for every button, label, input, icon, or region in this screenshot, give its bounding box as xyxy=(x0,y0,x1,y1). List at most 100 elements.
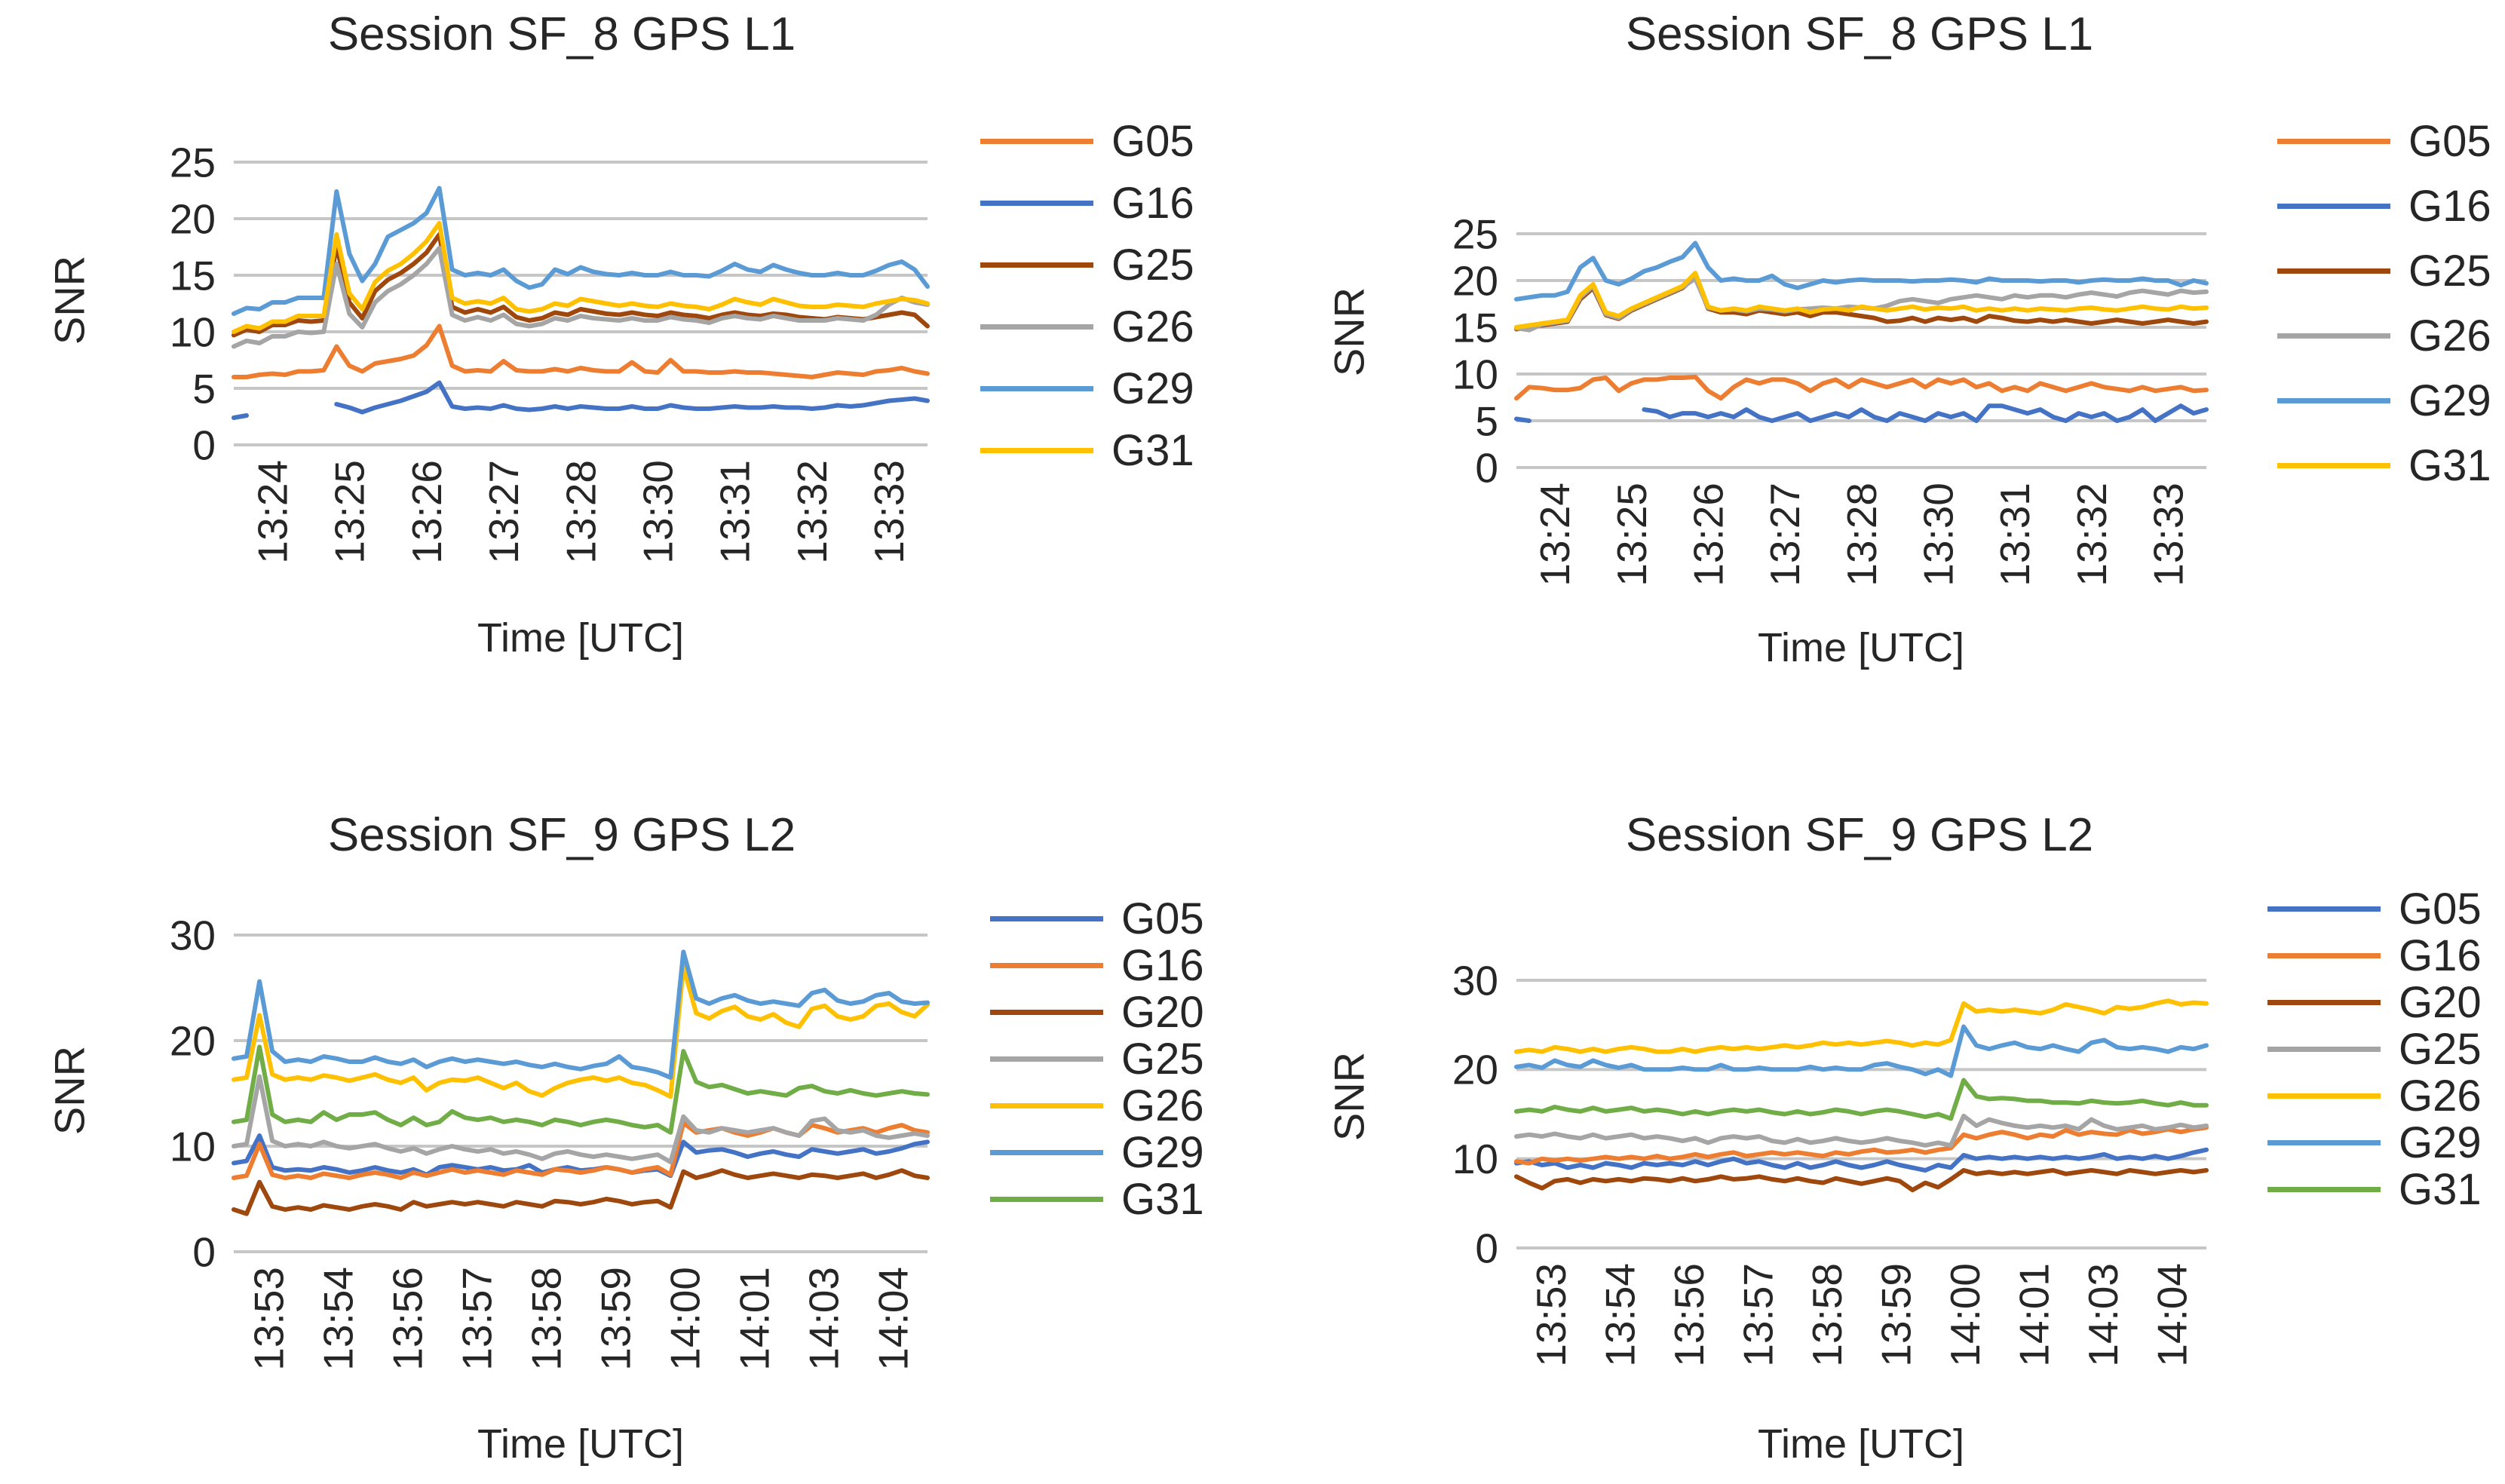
legend: G05 G16 G20 G25 G26 G29 G31 xyxy=(2267,884,2482,1214)
chart-panel-bottom-left: Session SF_9 GPS L2 SNR Time [UTC] 30 20 1… xyxy=(0,742,1252,1484)
legend-label: G05 xyxy=(1111,116,1194,166)
x-axis-title: Time [UTC] xyxy=(1758,625,1964,670)
legend-item: G25 xyxy=(2277,238,2491,303)
legend-item: G05 xyxy=(980,110,1194,172)
legend-item: G31 xyxy=(990,1174,1204,1224)
x-tick-label: 13:30 xyxy=(1915,483,1961,587)
x-tick-label: 14:04 xyxy=(869,1267,916,1371)
x-tick-label: 13:59 xyxy=(592,1267,639,1371)
series-line-G29 xyxy=(231,186,930,316)
x-tick-label: 13:25 xyxy=(327,460,373,564)
x-tick-label: 13:54 xyxy=(1597,1263,1644,1367)
x-tick-label: 14:00 xyxy=(661,1267,708,1371)
legend-label: G16 xyxy=(1111,178,1194,228)
y-tick-label: 10 xyxy=(170,308,216,355)
x-tick-label: 13:33 xyxy=(2145,483,2191,587)
x-tick-label: 13:26 xyxy=(1685,483,1731,587)
series-line-G05 xyxy=(1514,374,2209,401)
x-tick-label: 13:28 xyxy=(1838,483,1885,587)
x-tick-label: 13:58 xyxy=(523,1267,569,1371)
legend-label: G20 xyxy=(1121,987,1204,1037)
legend-key-line xyxy=(2277,268,2390,274)
x-tick-label: 13:57 xyxy=(453,1267,500,1371)
legend-item: G05 xyxy=(2267,884,2482,934)
legend: G05 G16 G25 G26 G29 G31 xyxy=(980,110,1194,481)
x-tick-label: 13:32 xyxy=(789,460,836,564)
legend-item: G26 xyxy=(2277,303,2491,368)
x-axis-title: Time [UTC] xyxy=(477,1421,684,1467)
series-line-G05 xyxy=(231,323,930,379)
legend-label: G26 xyxy=(1111,302,1194,351)
legend-item: G26 xyxy=(990,1081,1204,1130)
y-tick-label: 20 xyxy=(170,195,216,242)
series-line-G25 xyxy=(1514,1113,2209,1148)
x-tick-label: 13:56 xyxy=(1666,1263,1712,1367)
x-tick-label: 13:58 xyxy=(1804,1263,1850,1367)
series-line-G16 xyxy=(1514,403,2209,423)
legend-label: G26 xyxy=(2408,311,2491,360)
legend-label: G31 xyxy=(1111,425,1194,475)
legend-key-line xyxy=(2267,1186,2381,1192)
legend-item: G31 xyxy=(980,419,1194,481)
x-tick-label: 14:01 xyxy=(2011,1263,2058,1367)
legend-label: G16 xyxy=(2408,181,2491,231)
legend-label: G31 xyxy=(2399,1164,2482,1214)
legend-label: G16 xyxy=(1121,940,1204,990)
legend-label: G31 xyxy=(2408,440,2491,490)
x-tick-label: 13:57 xyxy=(1735,1263,1782,1367)
chart-panel-top-right: Session SF_8 GPS L1 SNR Time [UTC] 25 20 1… xyxy=(1252,0,2505,742)
legend-key-line xyxy=(990,1149,1103,1155)
legend-item: G31 xyxy=(2267,1164,2482,1214)
series-line-G29 xyxy=(1514,241,2209,302)
legend-label: G16 xyxy=(2399,931,2482,980)
y-tick-label: 15 xyxy=(170,252,216,299)
plot-area: 30 20 10 0 13:53 13:54 13:56 13:57 13:58 13:59 14:… xyxy=(1452,957,2209,1367)
series-line-G05 xyxy=(1514,1147,2209,1173)
series-line-G16 xyxy=(1514,1125,2209,1166)
y-tick-label: 10 xyxy=(1452,1136,1498,1182)
y-tick-label: 15 xyxy=(1452,304,1498,351)
legend-label: G05 xyxy=(2399,884,2482,934)
series-line-G26 xyxy=(231,246,930,349)
y-tick-label: 20 xyxy=(1452,1047,1498,1093)
legend-item: G16 xyxy=(980,172,1194,234)
plot-area: 25 20 15 10 5 0 13:24 13:25 13:26 13:27 13:28 13:30… xyxy=(170,139,930,564)
legend-label: G29 xyxy=(2408,376,2491,425)
legend-item: G29 xyxy=(2267,1118,2482,1167)
chart-panel-bottom-right: Session SF_9 GPS L2 SNR Time [UTC] 30 20 1… xyxy=(1252,742,2505,1484)
series-line-G26 xyxy=(1514,998,2209,1054)
legend-item: G31 xyxy=(2277,433,2491,498)
legend-key-line xyxy=(2267,952,2381,958)
series-line-G26 xyxy=(231,964,930,1099)
series-line-G31 xyxy=(231,221,930,334)
x-tick-label: 13:27 xyxy=(1761,483,1808,587)
legend-item: G26 xyxy=(2267,1072,2482,1121)
chart-title: Session SF_8 GPS L1 xyxy=(1625,8,2094,60)
x-tick-label: 13:56 xyxy=(384,1267,431,1371)
legend-item: G25 xyxy=(990,1035,1204,1084)
legend-key-line xyxy=(2277,138,2390,144)
legend-item: G16 xyxy=(2277,173,2491,238)
legend-key-line xyxy=(990,1009,1103,1015)
legend-key-line xyxy=(990,1056,1103,1062)
x-tick-label: 13:53 xyxy=(1528,1263,1574,1367)
x-tick-label: 13:27 xyxy=(480,460,527,564)
legend-label: G25 xyxy=(1111,240,1194,290)
chart-title: Session SF_9 GPS L2 xyxy=(1625,809,2094,861)
legend-item: G29 xyxy=(980,357,1194,419)
x-tick-label: 13:26 xyxy=(403,460,450,564)
legend-label: G20 xyxy=(2399,977,2482,1027)
series-line-G25 xyxy=(231,1074,930,1164)
y-tick-label: 0 xyxy=(192,422,216,468)
x-tick-label: 13:53 xyxy=(245,1267,292,1371)
x-tick-label: 13:25 xyxy=(1608,483,1655,587)
chart-title: Session SF_9 GPS L2 xyxy=(327,809,796,861)
legend-label: G05 xyxy=(1121,894,1204,943)
x-tick-label: 13:33 xyxy=(866,460,912,564)
legend-item: G16 xyxy=(990,940,1204,990)
x-tick-label: 14:01 xyxy=(731,1267,777,1371)
series-line-G31 xyxy=(1514,271,2209,330)
series-line-G16 xyxy=(231,1121,930,1180)
legend-label: G31 xyxy=(1121,1174,1204,1224)
